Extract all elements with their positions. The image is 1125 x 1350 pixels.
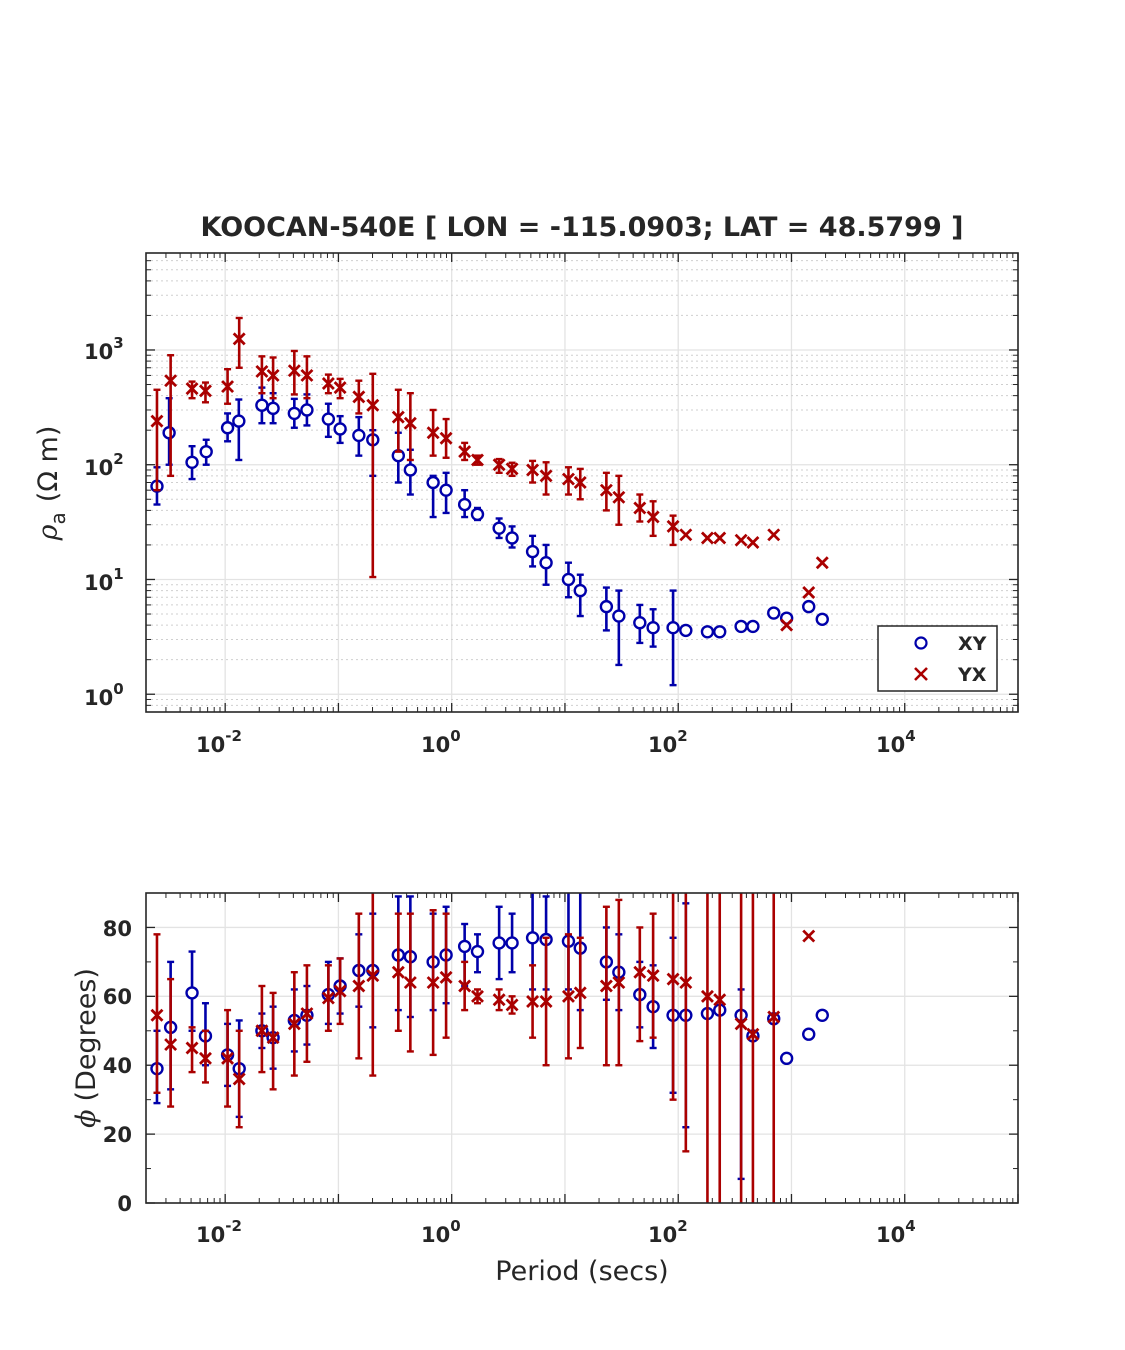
y-tick-label: 0	[117, 1192, 132, 1216]
xy-point	[405, 464, 416, 475]
y-tick-label: 20	[103, 1123, 132, 1147]
xy-point	[187, 987, 198, 998]
xy-point	[680, 625, 691, 636]
xy-point	[613, 611, 624, 622]
x-tick-label: 102	[648, 727, 688, 757]
xy-point	[164, 427, 175, 438]
x-tick-label: 104	[876, 1217, 916, 1247]
xy-point	[428, 477, 439, 488]
xy-point	[817, 1010, 828, 1021]
xy-point	[222, 422, 233, 433]
resistivity-x-tick-labels: 10-2 100 102 104	[196, 727, 916, 757]
phase-x-tick-labels: 10-2 100 102 104	[196, 1217, 916, 1247]
xy-point	[441, 485, 452, 496]
y-tick-label: 60	[103, 985, 132, 1009]
xy-point	[301, 404, 312, 415]
y-tick-label: 103	[84, 334, 124, 364]
x-tick-label: 102	[648, 1217, 688, 1247]
xy-point	[817, 614, 828, 625]
legend-yx-label: YX	[957, 664, 987, 686]
xy-point	[781, 1053, 792, 1064]
y-tick-label: 80	[103, 917, 132, 941]
xy-point	[601, 601, 612, 612]
y-tick-label: 102	[84, 450, 124, 480]
chart-title: KOOCAN-540E [ LON = -115.0903; LAT = 48.…	[200, 212, 963, 243]
xy-point	[494, 523, 505, 534]
resistivity-y-label: ρa(Ω m)	[33, 426, 70, 542]
xy-point	[256, 400, 267, 411]
x-tick-label: 10-2	[196, 727, 242, 757]
phase-panel: 10-2 100 102 104 0 20 40 60 80 ϕ(Degrees…	[71, 893, 1018, 1287]
xy-point	[634, 617, 645, 628]
x-tick-label: 100	[421, 1217, 461, 1247]
x-tick-label: 104	[876, 727, 916, 757]
xy-point	[747, 621, 758, 632]
xy-point	[714, 626, 725, 637]
phase-x-label: Period (secs)	[495, 1256, 668, 1287]
x-tick-label: 100	[421, 727, 461, 757]
xy-point	[668, 622, 679, 633]
xy-point	[201, 446, 212, 457]
xy-point	[648, 622, 659, 633]
legend-xy-label: XY	[958, 633, 987, 655]
xy-point	[353, 430, 364, 441]
resistivity-panel: 10-2 100 102 104 100 101 102 103 ρa(Ω m)…	[33, 253, 1018, 757]
xy-point	[289, 408, 300, 419]
xy-point	[563, 574, 574, 585]
xy-point	[575, 585, 586, 596]
xy-point	[702, 626, 713, 637]
xy-point	[494, 937, 505, 948]
resistivity-y-tick-labels: 100 101 102 103	[84, 334, 124, 710]
xy-point	[507, 532, 518, 543]
xy-point	[527, 546, 538, 557]
xy-point	[459, 499, 470, 510]
x-tick-label: 10-2	[196, 1217, 242, 1247]
xy-point	[803, 1029, 814, 1040]
xy-point	[323, 414, 334, 425]
xy-point	[541, 557, 552, 568]
xy-point	[736, 621, 747, 632]
xy-point	[472, 509, 483, 520]
xy-point	[187, 457, 198, 468]
y-tick-label: 40	[103, 1054, 132, 1078]
phase-y-label: ϕ(Degrees)	[71, 968, 102, 1128]
legend: XY YX	[878, 626, 997, 691]
xy-point	[507, 937, 518, 948]
xy-point	[803, 601, 814, 612]
xy-point	[268, 403, 279, 414]
y-tick-label: 101	[84, 565, 124, 595]
xy-point	[527, 932, 538, 943]
phase-y-tick-labels: 0 20 40 60 80	[103, 917, 132, 1216]
xy-point	[459, 941, 470, 952]
xy-point	[335, 423, 346, 434]
xy-point	[768, 608, 779, 619]
y-tick-label: 100	[84, 680, 124, 710]
xy-point	[233, 416, 244, 427]
xy-point	[472, 946, 483, 957]
